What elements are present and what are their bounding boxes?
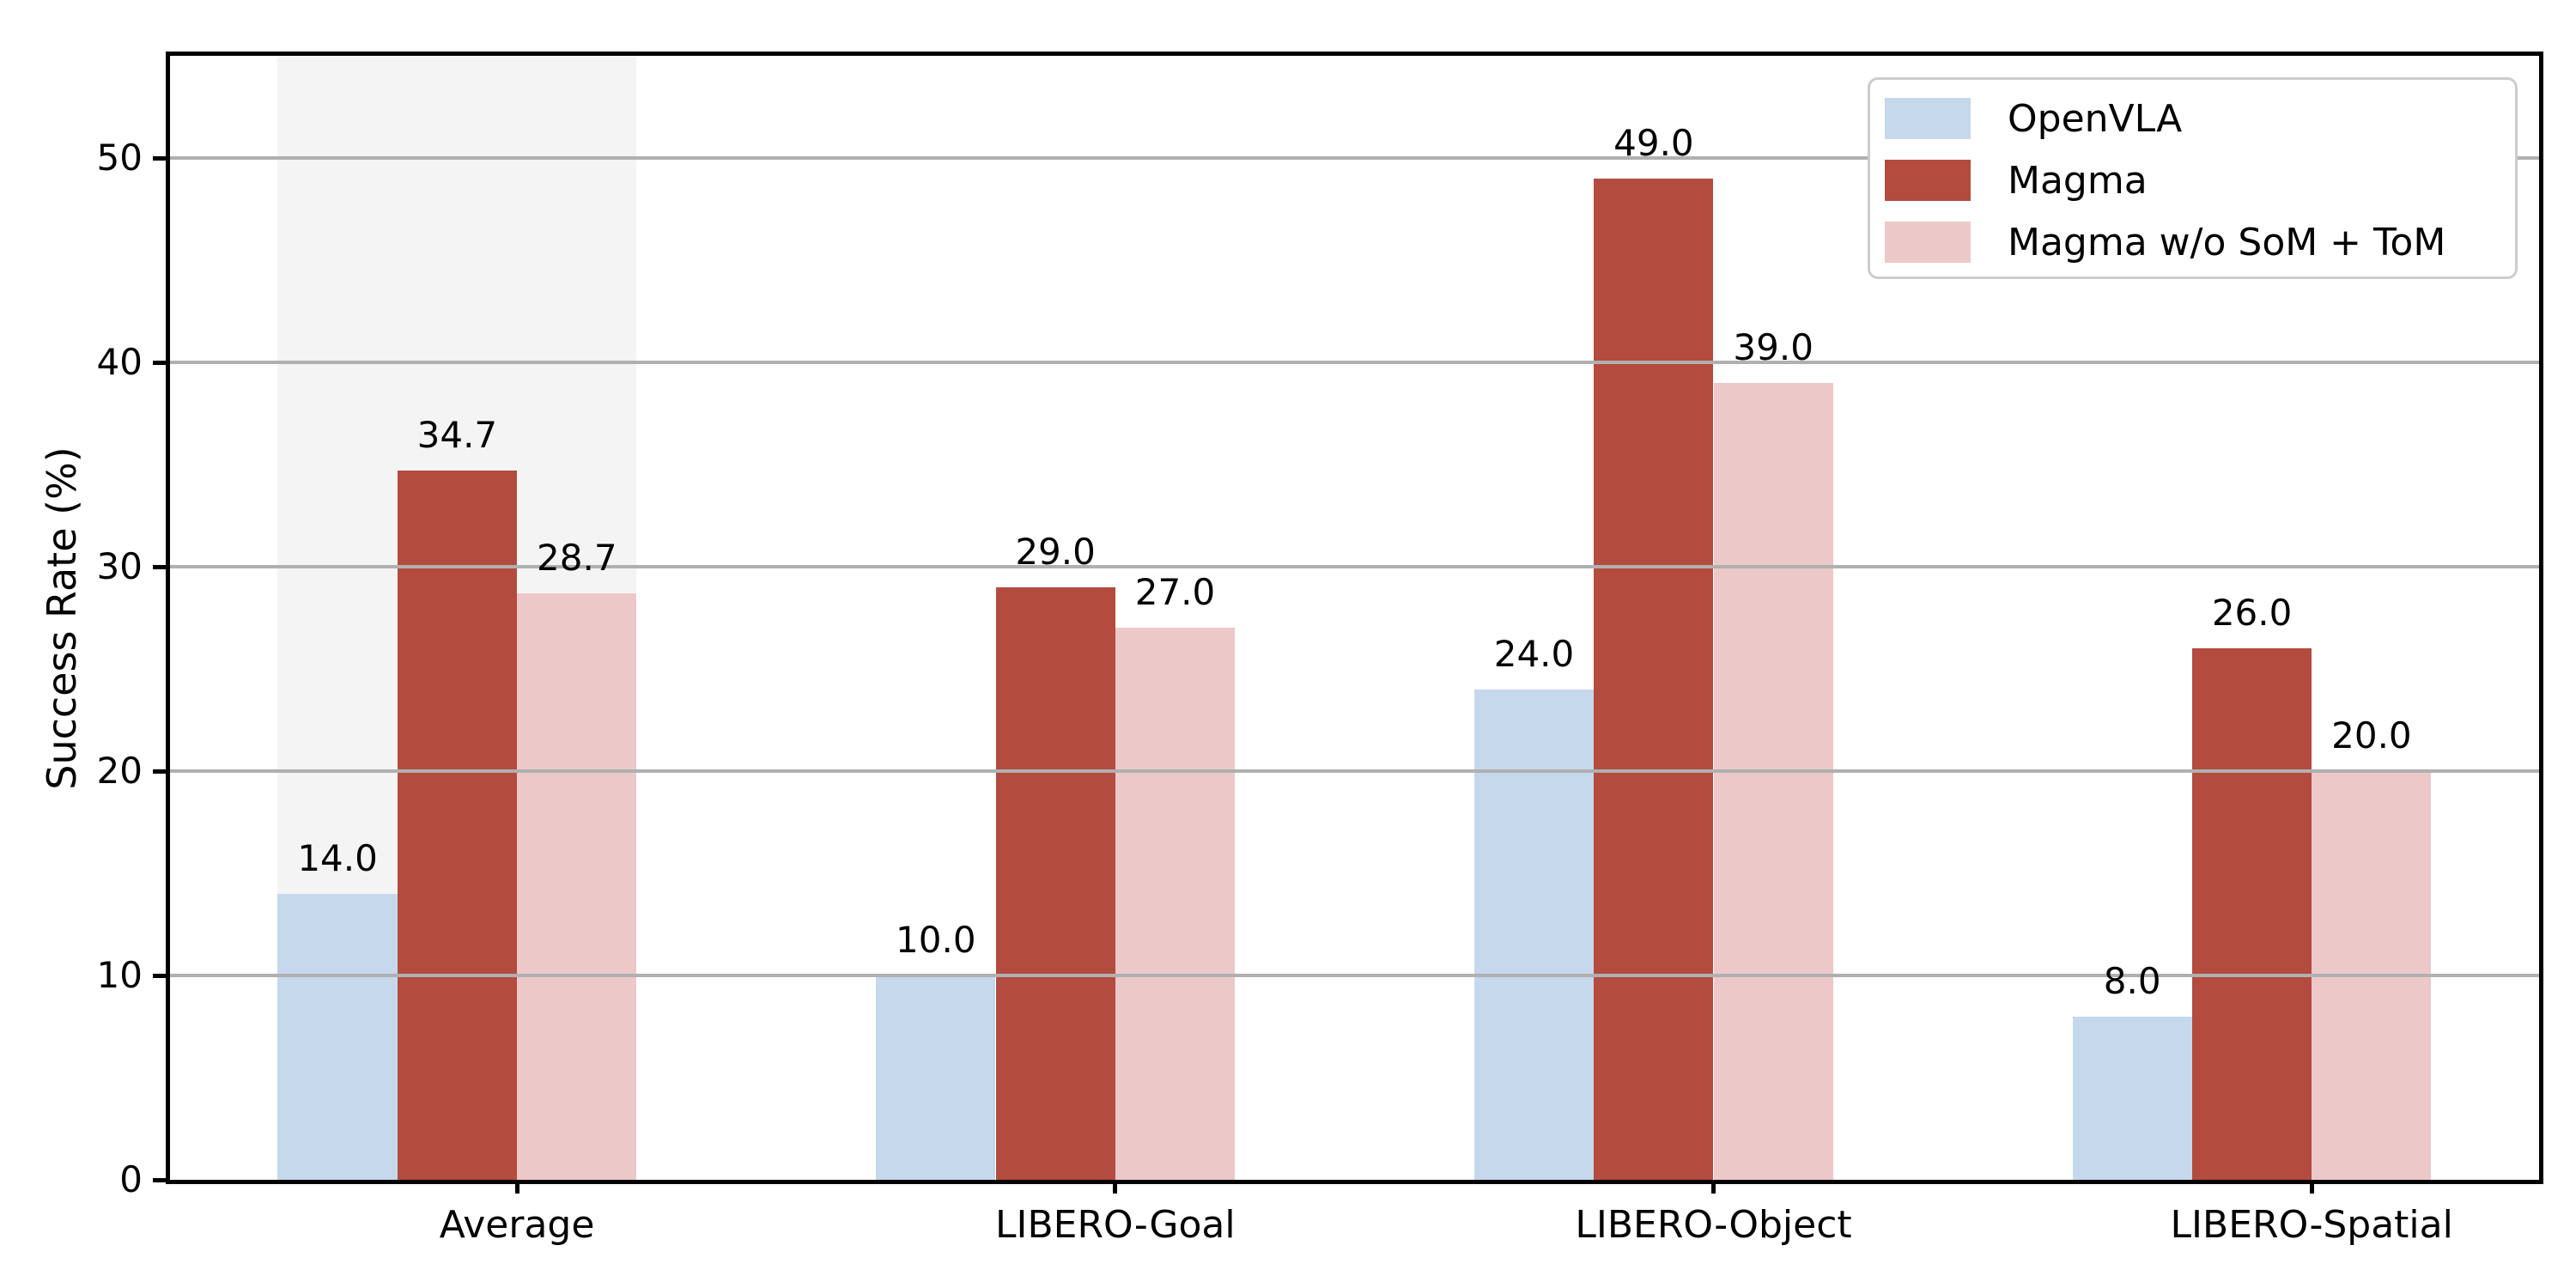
gridline-y-40 (170, 361, 2539, 364)
y-tick-label-50: 50 (96, 137, 143, 179)
x-category-label-average: Average (439, 1203, 595, 1247)
legend-box: OpenVLA Magma Magma w/o SoM + ToM (1868, 77, 2518, 279)
bar-openvla-libero-object (1473, 689, 1595, 1180)
bar-value-label: 27.0 (1134, 571, 1216, 614)
y-tick-label-20: 20 (96, 750, 143, 792)
y-tick-mark-0 (153, 1177, 170, 1182)
bar-magma-libero-goal (995, 586, 1115, 1180)
bar-magma-libero-spatial (2191, 648, 2312, 1180)
legend-item-magma: Magma (1870, 159, 2515, 203)
bar-value-label: 26.0 (2211, 592, 2293, 635)
bar-value-label: 10.0 (896, 919, 976, 961)
y-tick-mark-20 (153, 769, 170, 774)
x-tick-mark-libero-spatial (2309, 1180, 2314, 1194)
y-tick-mark-30 (153, 564, 170, 569)
bar-magma-w-o-som-tom-libero-object (1713, 382, 1833, 1180)
gridline-y-30 (170, 565, 2539, 568)
bar-value-label: 28.7 (537, 536, 617, 579)
x-tick-mark-libero-goal (1113, 1180, 1118, 1194)
legend-label: OpenVLA (2008, 97, 2183, 141)
bar-magma-average (397, 471, 518, 1180)
x-category-label-libero-spatial: LIBERO-Spatial (2170, 1203, 2453, 1247)
y-axis-label: Success Rate (%) (39, 447, 85, 790)
bar-openvla-average (277, 893, 398, 1180)
bar-magma-libero-object (1594, 178, 1714, 1180)
gridline-y-50 (170, 156, 2539, 160)
legend-item-openvla: OpenVLA (1870, 97, 2515, 141)
legend-label: Magma (2008, 159, 2148, 203)
y-tick-label-30: 30 (96, 545, 143, 587)
bar-value-label: 24.0 (1493, 632, 1575, 675)
bar-openvla-libero-goal (876, 975, 996, 1180)
x-category-label-libero-goal: LIBERO-Goal (994, 1203, 1236, 1247)
bar-value-label: 29.0 (1015, 530, 1096, 573)
legend-swatch-icon (1885, 222, 1971, 263)
y-tick-label-0: 0 (119, 1158, 143, 1200)
legend-swatch-icon (1885, 98, 1971, 139)
legend-swatch-icon (1885, 160, 1971, 201)
legend-item-magma-w-o-som-tom: Magma w/o SoM + ToM (1870, 221, 2515, 264)
x-tick-mark-average (514, 1180, 519, 1194)
bar-value-label: 39.0 (1733, 325, 1814, 368)
y-tick-mark-50 (153, 155, 170, 161)
bar-value-label: 14.0 (297, 836, 378, 879)
y-tick-mark-10 (153, 973, 170, 978)
y-tick-label-40: 40 (96, 341, 143, 383)
x-category-label-libero-object: LIBERO-Object (1575, 1203, 1852, 1247)
bar-openvla-libero-spatial (2072, 1016, 2192, 1180)
y-tick-label-10: 10 (96, 954, 143, 996)
bar-value-label: 34.7 (416, 414, 498, 457)
bar-magma-w-o-som-tom-average (517, 592, 637, 1180)
bar-value-label: 8.0 (2103, 959, 2161, 1002)
bar-value-label: 20.0 (2331, 714, 2412, 756)
bar-value-label: 49.0 (1613, 121, 1694, 164)
gridline-y-10 (170, 974, 2539, 977)
y-tick-mark-40 (153, 360, 170, 365)
bar-magma-w-o-som-tom-libero-goal (1115, 628, 1236, 1180)
legend-label: Magma w/o SoM + ToM (2008, 221, 2446, 264)
x-tick-mark-libero-object (1711, 1180, 1716, 1194)
gridline-y-20 (170, 769, 2539, 773)
